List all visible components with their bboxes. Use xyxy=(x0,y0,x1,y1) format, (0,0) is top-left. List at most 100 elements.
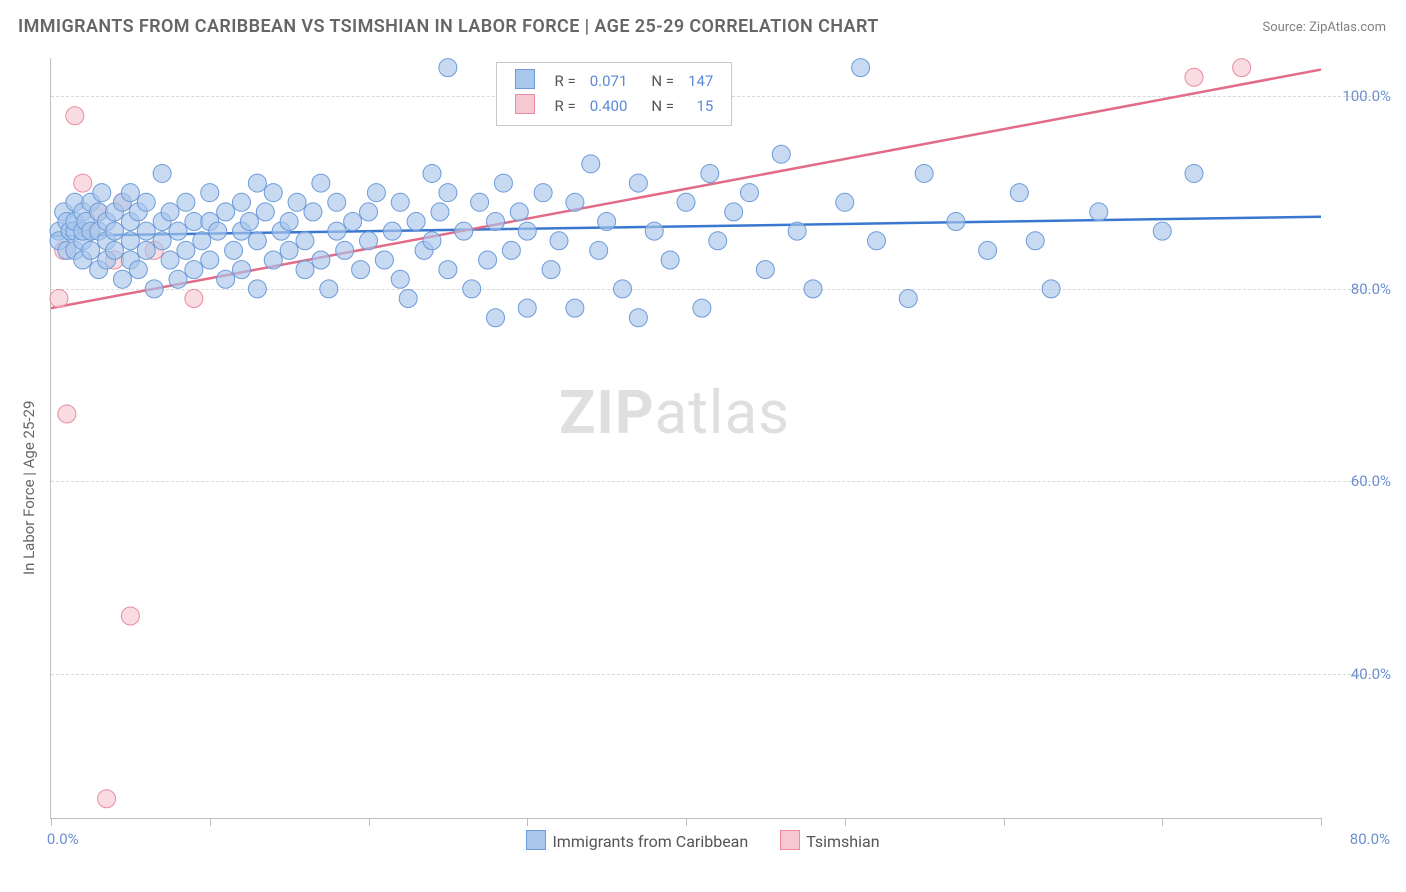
data-point xyxy=(947,213,965,231)
data-point xyxy=(121,607,139,625)
data-point xyxy=(423,232,441,250)
data-point xyxy=(169,222,187,240)
data-point xyxy=(431,203,449,221)
data-point xyxy=(344,213,362,231)
data-point xyxy=(439,261,457,279)
data-point xyxy=(391,270,409,288)
data-point xyxy=(582,155,600,173)
data-point xyxy=(201,184,219,202)
data-point xyxy=(367,184,385,202)
data-point xyxy=(518,299,536,317)
y-tick-label: 40.0% xyxy=(1331,665,1391,683)
x-tick xyxy=(845,818,846,826)
data-point xyxy=(113,270,131,288)
data-point xyxy=(169,270,187,288)
legend-series: Immigrants from CaribbeanTsimshian xyxy=(0,830,1406,851)
data-point xyxy=(320,280,338,298)
data-point xyxy=(248,174,266,192)
data-point xyxy=(185,261,203,279)
data-point xyxy=(836,193,854,211)
data-point xyxy=(66,107,84,125)
data-point xyxy=(1026,232,1044,250)
chart-title: IMMIGRANTS FROM CARIBBEAN VS TSIMSHIAN I… xyxy=(18,16,879,37)
data-point xyxy=(240,213,258,231)
data-point xyxy=(106,222,124,240)
data-point xyxy=(439,184,457,202)
data-point xyxy=(328,193,346,211)
data-point xyxy=(161,251,179,269)
data-point xyxy=(93,184,111,202)
data-point xyxy=(1090,203,1108,221)
data-point xyxy=(899,290,917,308)
data-point xyxy=(709,232,727,250)
data-point xyxy=(233,261,251,279)
data-point xyxy=(137,193,155,211)
data-point xyxy=(185,213,203,231)
data-point xyxy=(352,261,370,279)
data-point xyxy=(177,193,195,211)
data-point xyxy=(590,241,608,259)
data-point xyxy=(58,405,76,423)
data-point xyxy=(328,222,346,240)
data-point xyxy=(661,251,679,269)
data-point xyxy=(217,270,235,288)
source-label: Source: ZipAtlas.com xyxy=(1262,20,1386,35)
y-tick-label: 60.0% xyxy=(1331,472,1391,490)
x-tick xyxy=(1321,818,1322,826)
data-point xyxy=(233,193,251,211)
data-point xyxy=(629,174,647,192)
y-axis-title: In Labor Force | Age 25-29 xyxy=(20,400,38,574)
data-point xyxy=(225,241,243,259)
data-point xyxy=(510,203,528,221)
data-point xyxy=(288,193,306,211)
data-point xyxy=(534,184,552,202)
data-point xyxy=(463,280,481,298)
data-point xyxy=(804,280,822,298)
legend-stats-row: R =0.400N =15 xyxy=(509,94,720,117)
data-point xyxy=(50,290,68,308)
data-point xyxy=(487,309,505,327)
data-point xyxy=(566,193,584,211)
y-tick-label: 100.0% xyxy=(1331,87,1391,105)
data-point xyxy=(336,241,354,259)
data-point xyxy=(296,232,314,250)
data-point xyxy=(383,222,401,240)
data-point xyxy=(280,241,298,259)
data-point xyxy=(201,251,219,269)
y-tick-label: 80.0% xyxy=(1331,280,1391,298)
data-point xyxy=(74,174,92,192)
data-point xyxy=(264,251,282,269)
data-point xyxy=(1185,68,1203,86)
legend-stats-row: R =0.071N =147 xyxy=(509,69,720,92)
data-point xyxy=(1185,164,1203,182)
data-point xyxy=(598,213,616,231)
data-point xyxy=(479,251,497,269)
data-point xyxy=(121,232,139,250)
data-point xyxy=(193,232,211,250)
data-point xyxy=(153,232,171,250)
x-tick xyxy=(51,818,52,826)
data-point xyxy=(852,59,870,77)
data-point xyxy=(137,241,155,259)
data-point xyxy=(423,164,441,182)
data-point xyxy=(296,261,314,279)
data-point xyxy=(360,232,378,250)
data-point xyxy=(502,241,520,259)
data-point xyxy=(645,222,663,240)
data-point xyxy=(153,164,171,182)
data-point xyxy=(693,299,711,317)
scatter-svg xyxy=(51,58,1321,818)
data-point xyxy=(439,59,457,77)
x-tick xyxy=(210,818,211,826)
legend-stats-box: R =0.071N =147R =0.400N =15 xyxy=(496,62,733,126)
data-point xyxy=(725,203,743,221)
legend-item: Immigrants from Caribbean xyxy=(526,830,748,851)
data-point xyxy=(129,261,147,279)
data-point xyxy=(407,213,425,231)
data-point xyxy=(629,309,647,327)
data-point xyxy=(772,145,790,163)
data-point xyxy=(312,251,330,269)
data-point xyxy=(375,251,393,269)
data-point xyxy=(82,241,100,259)
data-point xyxy=(121,184,139,202)
